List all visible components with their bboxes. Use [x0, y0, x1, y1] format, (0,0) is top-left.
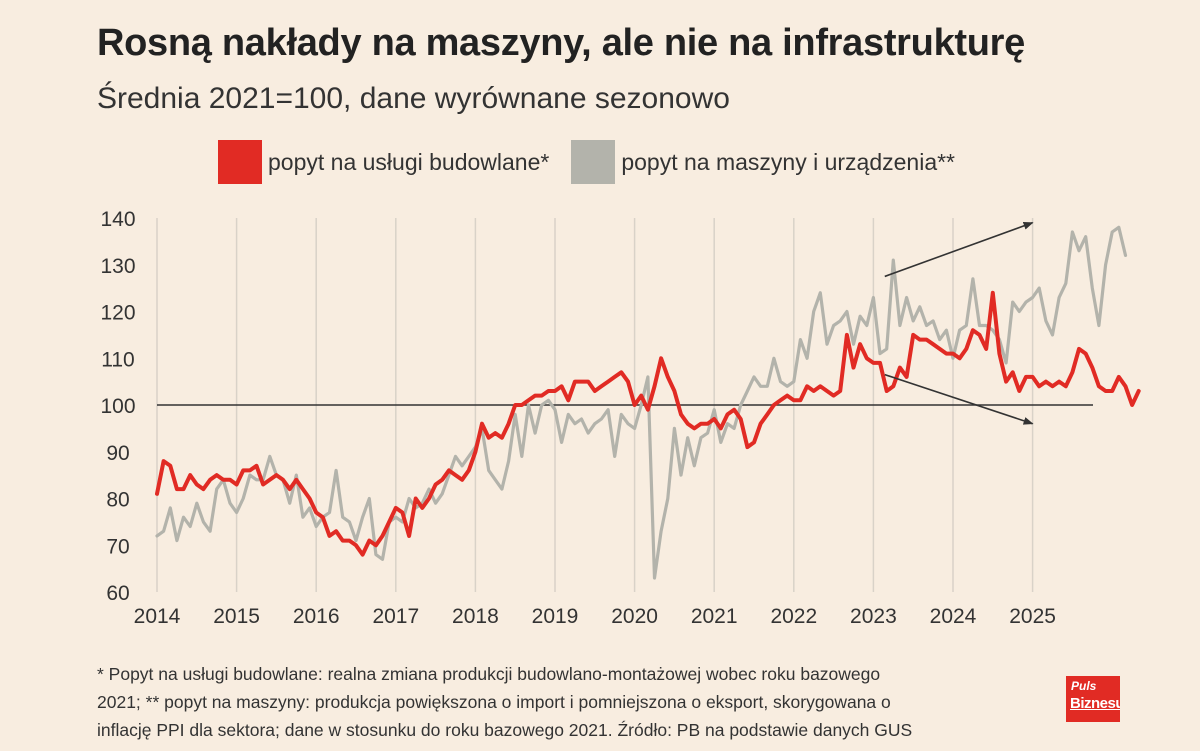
x-tick-label-2016: 2016: [293, 605, 340, 628]
y-tick-label-100: 100: [100, 395, 135, 418]
x-tick-label-2014: 2014: [134, 605, 181, 628]
y-tick-label-120: 120: [100, 302, 135, 325]
x-tick-label-2018: 2018: [452, 605, 499, 628]
footnote-line-2: 2021; ** popyt na maszyny: produkcja pow…: [97, 692, 891, 712]
y-tick-label-110: 110: [101, 348, 134, 371]
x-tick-label-2023: 2023: [850, 605, 897, 628]
x-tick-label-2019: 2019: [532, 605, 579, 628]
x-tick-label-2025: 2025: [1009, 605, 1056, 628]
logo-line-2: Biznesu: [1070, 695, 1120, 712]
legend-swatch-construction: [218, 140, 262, 184]
y-tick-label-90: 90: [106, 442, 129, 465]
y-tick-label-80: 80: [106, 489, 129, 512]
series-line-construction: [155, 290, 1141, 557]
footnote: * Popyt na usługi budowlane: realna zmia…: [97, 660, 1057, 744]
puls-biznesu-logo: Puls Biznesu: [1066, 676, 1120, 722]
footnote-line-3: inflację PPI dla sektora; dane w stosunk…: [97, 720, 913, 740]
annotations: [884, 221, 1034, 425]
annotation-arrow-down: [884, 373, 1034, 425]
annotation-arrow-up: [884, 221, 1034, 278]
legend-label-machinery: popyt na maszyny i urządzenia**: [621, 148, 956, 175]
series-line-machinery: [155, 225, 1128, 580]
chart-title: Rosną nakłady na maszyny, ale nie na inf…: [97, 22, 1026, 64]
legend: popyt na usługi budowlane* popyt na masz…: [218, 140, 977, 184]
y-tick-label-140: 140: [100, 208, 135, 231]
series: [155, 225, 1141, 580]
logo-line-1: Puls: [1071, 679, 1097, 693]
y-tick-label-130: 130: [100, 255, 135, 278]
y-tick-label-70: 70: [106, 535, 129, 558]
x-tick-label-2020: 2020: [611, 605, 658, 628]
x-tick-label-2022: 2022: [770, 605, 817, 628]
x-tick-label-2015: 2015: [213, 605, 260, 628]
x-tick-label-2021: 2021: [691, 605, 738, 628]
axes: 2014 2015 2016 2017 2018 2019 2020 2021 2022 2023…: [100, 208, 1093, 628]
y-tick-label-60: 60: [106, 582, 129, 605]
legend-label-construction: popyt na usługi budowlane*: [268, 148, 550, 175]
chart-subtitle: Średnia 2021=100, dane wyrównane sezonow…: [97, 82, 730, 115]
footnote-line-1: * Popyt na usługi budowlane: realna zmia…: [97, 664, 881, 684]
x-tick-label-2024: 2024: [930, 605, 977, 628]
legend-swatch-machinery: [571, 140, 616, 184]
x-tick-label-2017: 2017: [372, 605, 419, 628]
